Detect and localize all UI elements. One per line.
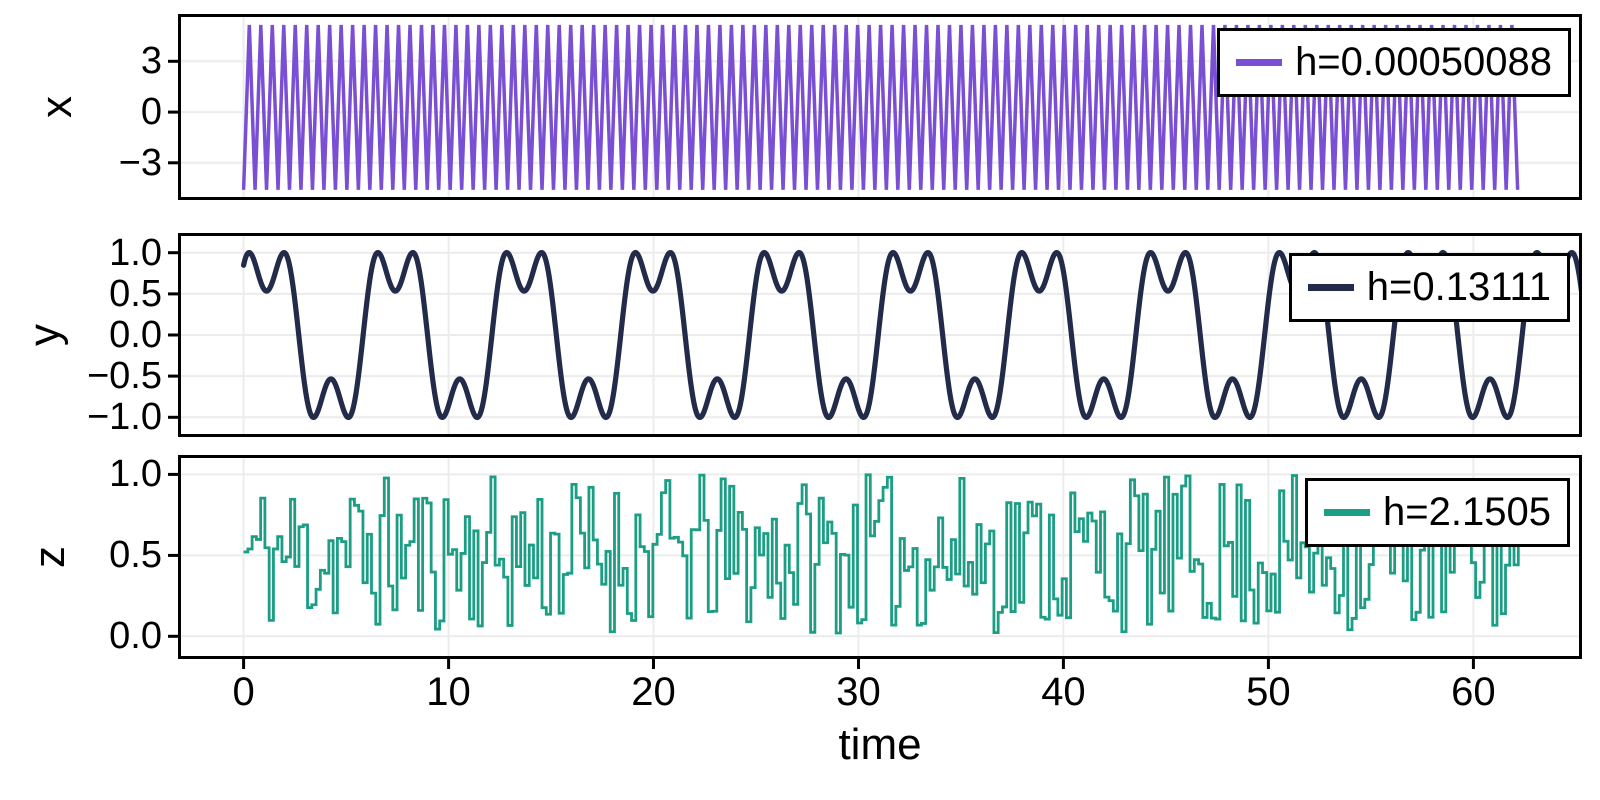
- y-tick-label: 0: [140, 91, 162, 134]
- tick-marks: [168, 251, 178, 419]
- x-tick-label: 30: [836, 670, 881, 714]
- series-line-x: [241, 24, 1520, 190]
- tick-marks: [168, 472, 1475, 669]
- legend-label-z: h=2.1505: [1383, 490, 1551, 534]
- legend-line-sample-y: [1307, 283, 1354, 291]
- y-tick-label: 1.0: [109, 231, 162, 274]
- y-tick-label: 0.0: [109, 314, 162, 356]
- x-axis-label: time: [838, 720, 922, 769]
- subplot-x: h=0.00050088: [168, 14, 1582, 200]
- y-tick-label: 1.0: [109, 453, 162, 496]
- x-tick-label: 10: [426, 670, 471, 714]
- y-tick-label: −3: [118, 141, 162, 184]
- legend-label-y: h=0.13111: [1366, 265, 1551, 309]
- x-tick-label: 20: [631, 670, 676, 714]
- subplot-y: h=0.13111: [168, 233, 1582, 437]
- y-tick-label: 0.5: [109, 534, 162, 577]
- y-tick-label: 0.5: [109, 272, 162, 315]
- x-tick-label: 60: [1451, 670, 1496, 714]
- y-tick-label: −0.5: [86, 355, 162, 398]
- subplot-z: h=2.1505: [168, 455, 1582, 669]
- series-line-y: [240, 249, 1582, 421]
- x-tick-label: 50: [1246, 670, 1291, 714]
- legend-line-sample-z: [1324, 508, 1371, 516]
- plot-area-y: [168, 233, 1582, 437]
- x-tick-label: 0: [232, 670, 255, 714]
- y-tick-label: 3: [140, 40, 162, 83]
- legend-line-sample-x: [1236, 58, 1283, 66]
- legend-y: h=0.13111: [1288, 253, 1570, 322]
- tick-marks: [168, 59, 178, 165]
- x-tick-label: 40: [1041, 670, 1086, 714]
- series-line-z: [243, 473, 1524, 635]
- y-tick-label: 0.0: [109, 615, 162, 658]
- y-tick-label: −1.0: [86, 396, 162, 439]
- legend-x: h=0.00050088: [1217, 28, 1571, 97]
- legend-z: h=2.1505: [1305, 478, 1570, 547]
- legend-label-x: h=0.00050088: [1295, 40, 1552, 84]
